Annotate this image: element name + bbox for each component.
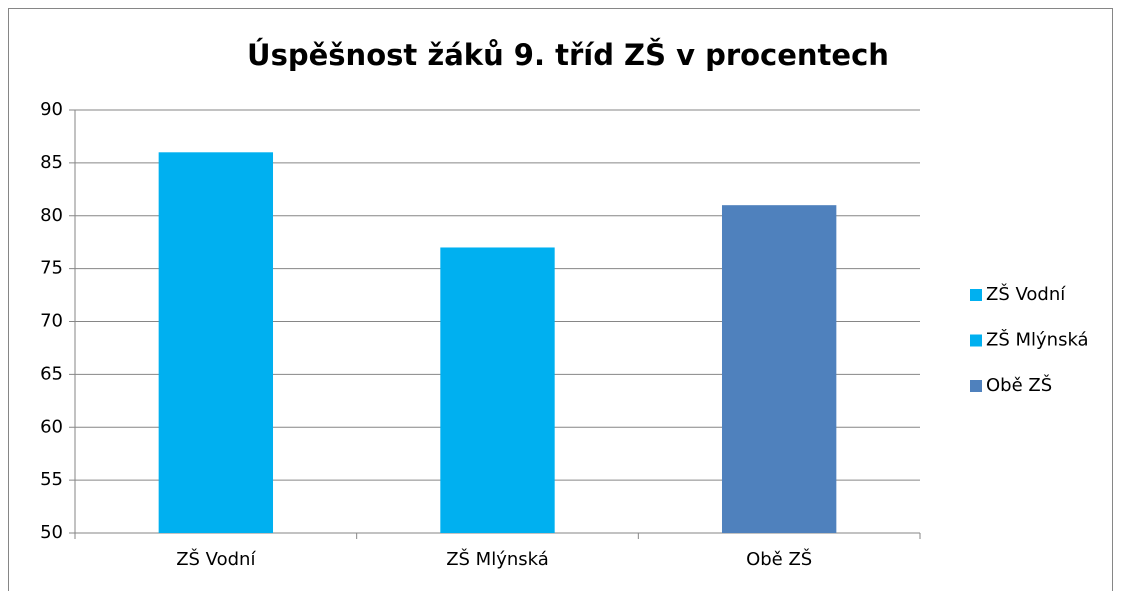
y-tick-label: 90 [40, 99, 63, 120]
y-tick-label: 65 [40, 363, 63, 384]
x-tick-label: Obě ZŠ [746, 548, 812, 570]
y-tick-label: 70 [40, 311, 63, 332]
bar [721, 205, 837, 534]
legend-swatch [970, 289, 982, 301]
legend-label: Obě ZŠ [986, 374, 1052, 396]
y-tick-label: 85 [40, 152, 63, 173]
bar [440, 247, 555, 533]
y-tick-label: 55 [40, 469, 63, 490]
legend-label: ZŠ Mlýnská [986, 329, 1089, 351]
y-tick-label: 50 [40, 522, 63, 543]
chart-title: Úspěšnost žáků 9. tříd ZŠ v procentech [247, 38, 889, 72]
legend-label: ZŠ Vodní [986, 283, 1066, 305]
y-tick-label: 75 [40, 258, 63, 279]
legend-swatch [970, 334, 982, 347]
chart-border [8, 8, 1113, 591]
x-tick-label: ZŠ Mlýnská [446, 548, 549, 570]
legend-swatch [970, 380, 982, 392]
y-tick-label: 60 [40, 416, 63, 437]
x-tick-label: ZŠ Vodní [176, 548, 256, 570]
y-tick-label: 80 [40, 205, 63, 226]
bar [158, 152, 274, 534]
